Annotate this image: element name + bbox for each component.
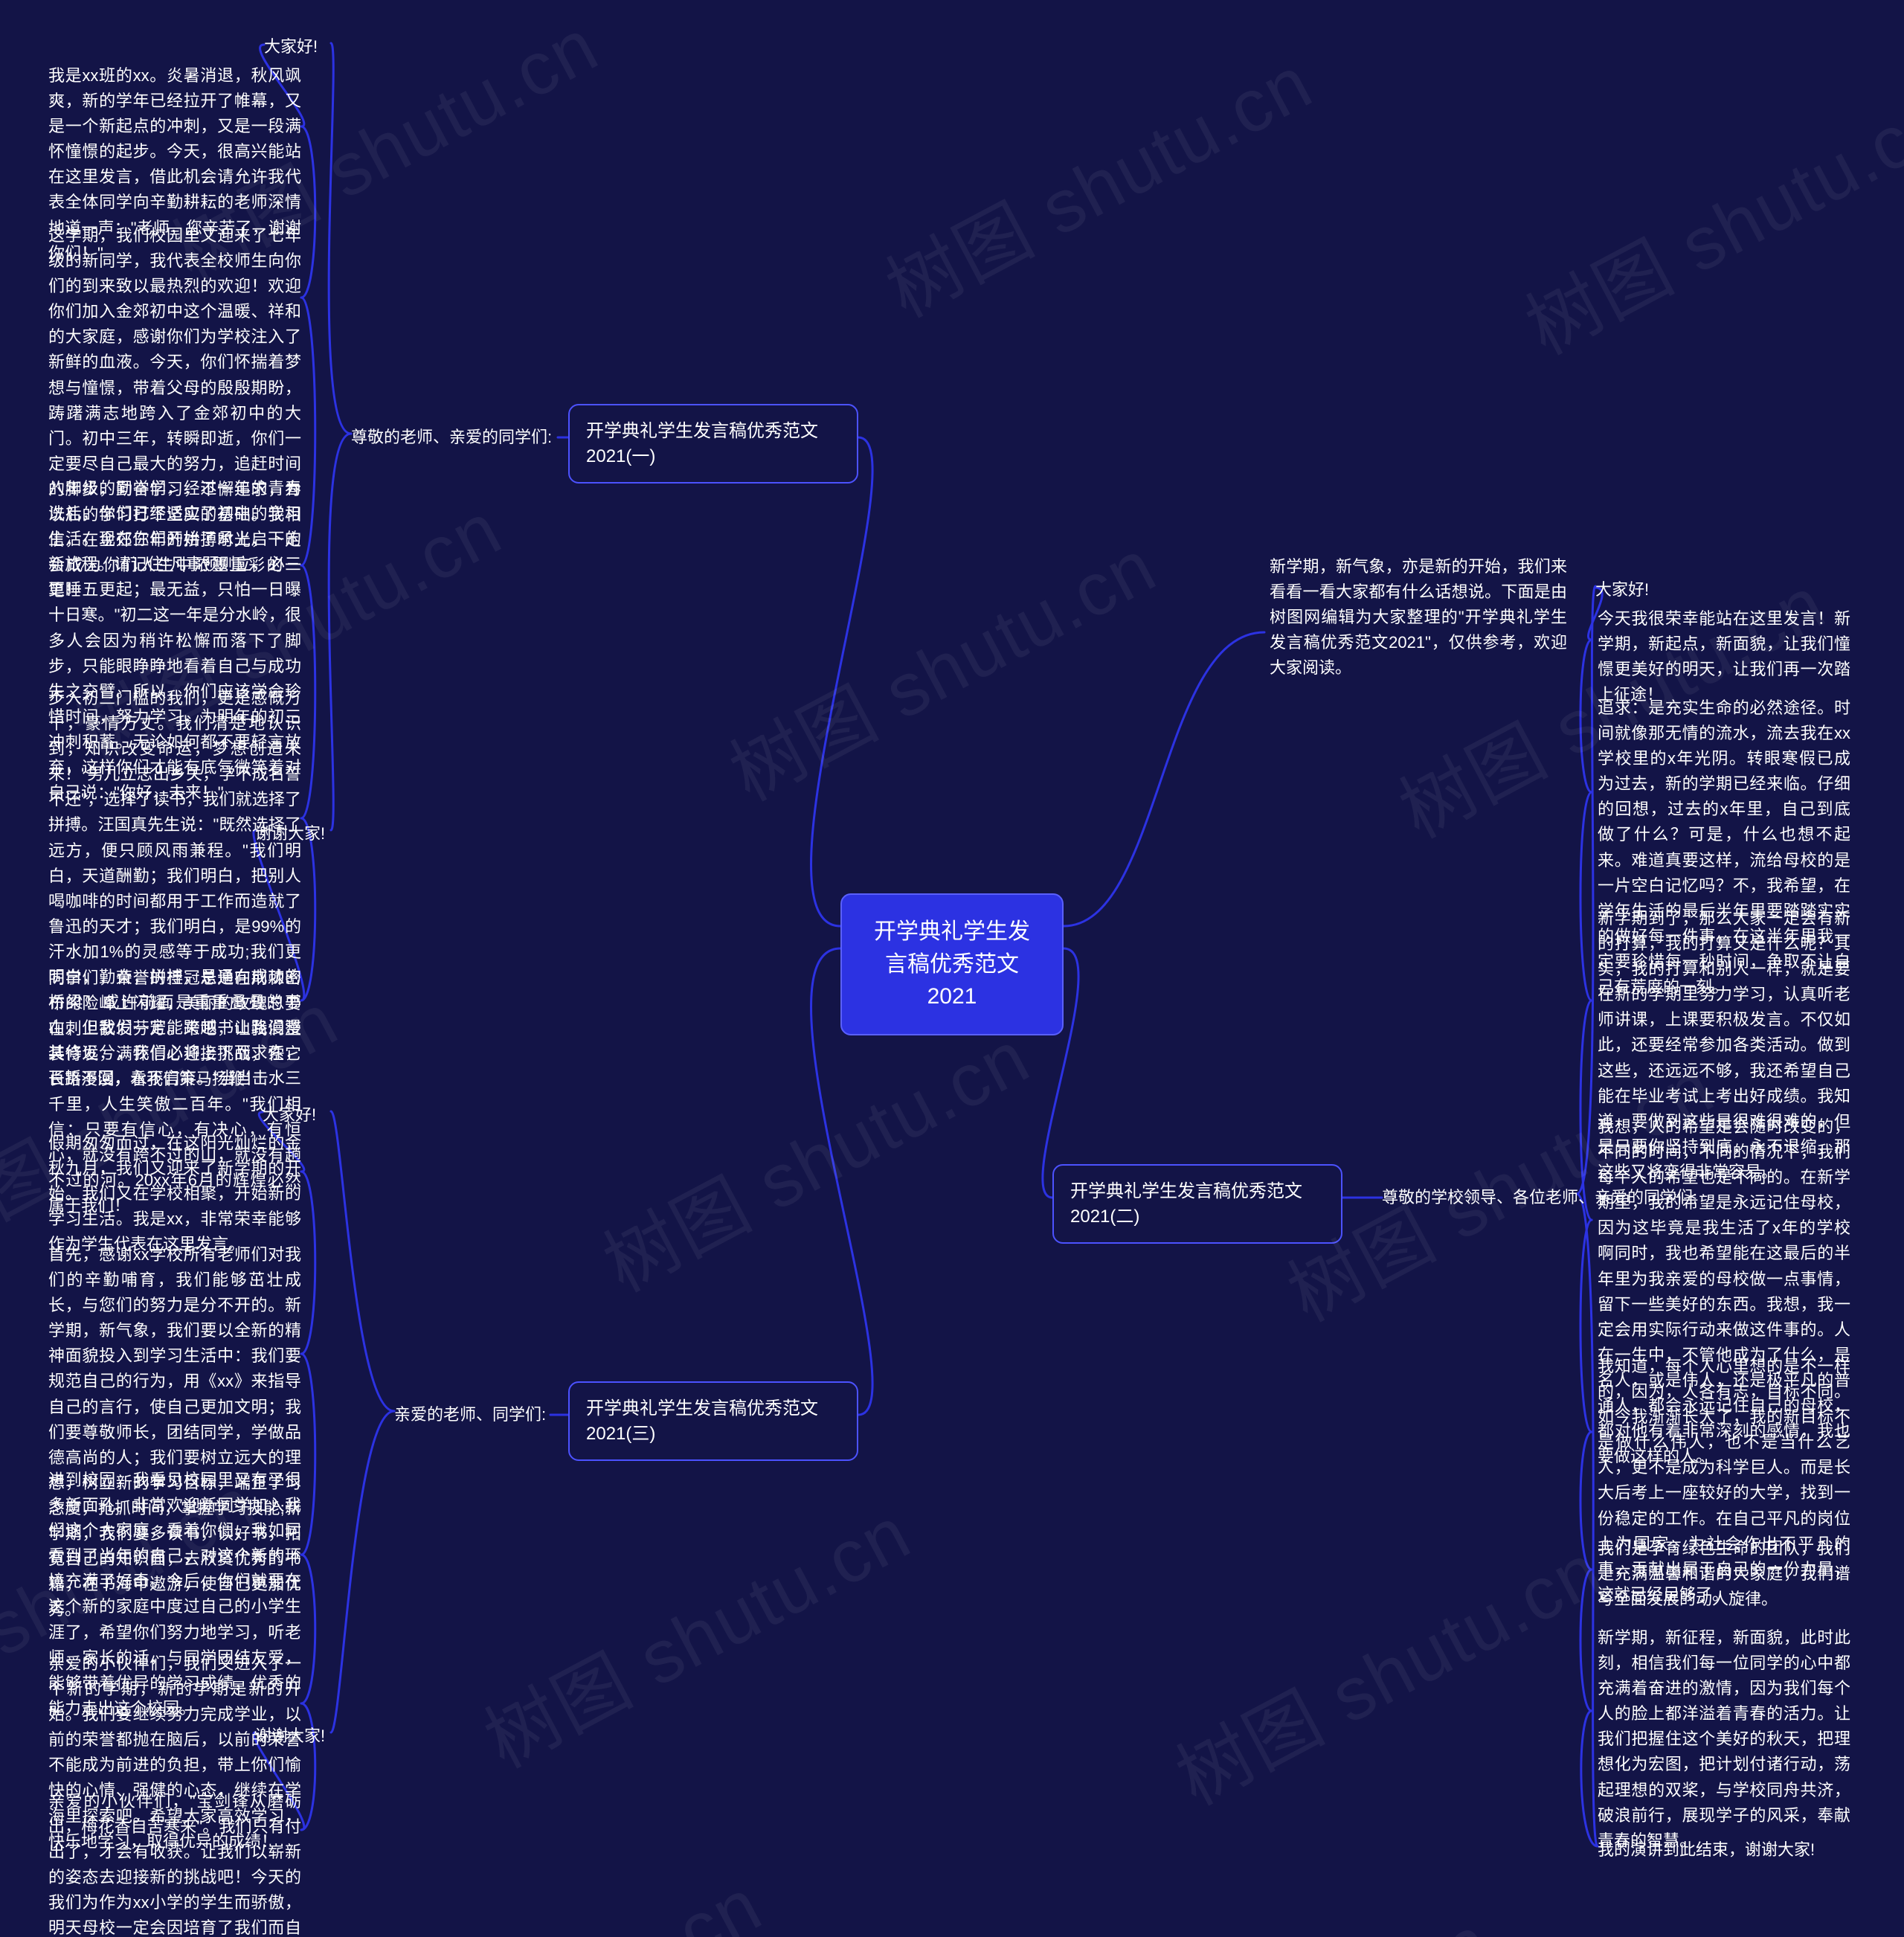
section2-hello: 大家好! [1595, 579, 1649, 602]
section2-title[interactable]: 开学典礼学生发言稿优秀范文2021(二) [1052, 1164, 1342, 1244]
watermark: 树图 shutu.cn [1155, 1511, 1618, 1825]
watermark: 树图 shutu.cn [315, 1846, 777, 1937]
intro-paragraph: 新学期，新气象，亦是新的开始，我们来看看一看大家都有什么话想说。下面是由树图网编… [1270, 554, 1567, 681]
watermark: 树图 shutu.cn [1505, 60, 1904, 375]
section3-para-0: 假期匆匆而过，在这阳光灿烂的金秋九月，我们又迎来了新学期的开始。我们又在学校相聚… [48, 1131, 301, 1257]
section1-para-4: 同学们，荣誉的桂冠总是在荆棘密布的险峰上闪耀，美丽的玫瑰总要在刺上散发芬芳。来吧… [48, 966, 301, 1092]
watermark: 树图 shutu.cn [1043, 1883, 1506, 1937]
watermark: 树图 shutu.cn [1713, 1920, 1904, 1937]
section1-title[interactable]: 开学典礼学生发言稿优秀范文2021(一) [568, 404, 858, 484]
section3-greet: 亲爱的老师、同学们: [394, 1404, 546, 1427]
section3-title[interactable]: 开学典礼学生发言稿优秀范文2021(三) [568, 1381, 858, 1461]
watermark: 树图 shutu.cn [709, 507, 1171, 821]
watermark: 树图 shutu.cn [463, 1474, 926, 1788]
section2-para-6: 新学期，新征程，新面貌，此时此刻，相信我们每一位同学的心中都充满着奋进的激情，因… [1598, 1625, 1850, 1854]
root-node[interactable]: 开学典礼学生发言稿优秀范文2021 [840, 893, 1064, 1035]
section2-para-5: 我们是孕育绿色生命的团队，我们是充满温馨和谐的大家庭，我们谱写全面发展的动人旋律… [1598, 1536, 1850, 1612]
section1-greet: 尊敬的老师、亲爱的同学们: [351, 426, 552, 449]
section1-hello: 大家好! [264, 36, 318, 59]
watermark: 树图 shutu.cn [582, 998, 1045, 1312]
watermark: 树图 shutu.cn [865, 23, 1328, 338]
section3-para-4: 亲爱的小伙伴们，"宝剑锋从磨砺出，梅花香自苦寒来"。我们只有付出了，才会有收获。… [48, 1789, 301, 1937]
mindmap-stage: 开学典礼学生发言稿优秀范文2021 新学期，新气象，亦是新的开始，我们来看看一看… [0, 0, 1904, 1937]
section2-para-0: 今天我很荣幸能站在这里发言！新学期，新起点，新面貌，让我们憧憬更美好的明天，让我… [1598, 606, 1850, 707]
